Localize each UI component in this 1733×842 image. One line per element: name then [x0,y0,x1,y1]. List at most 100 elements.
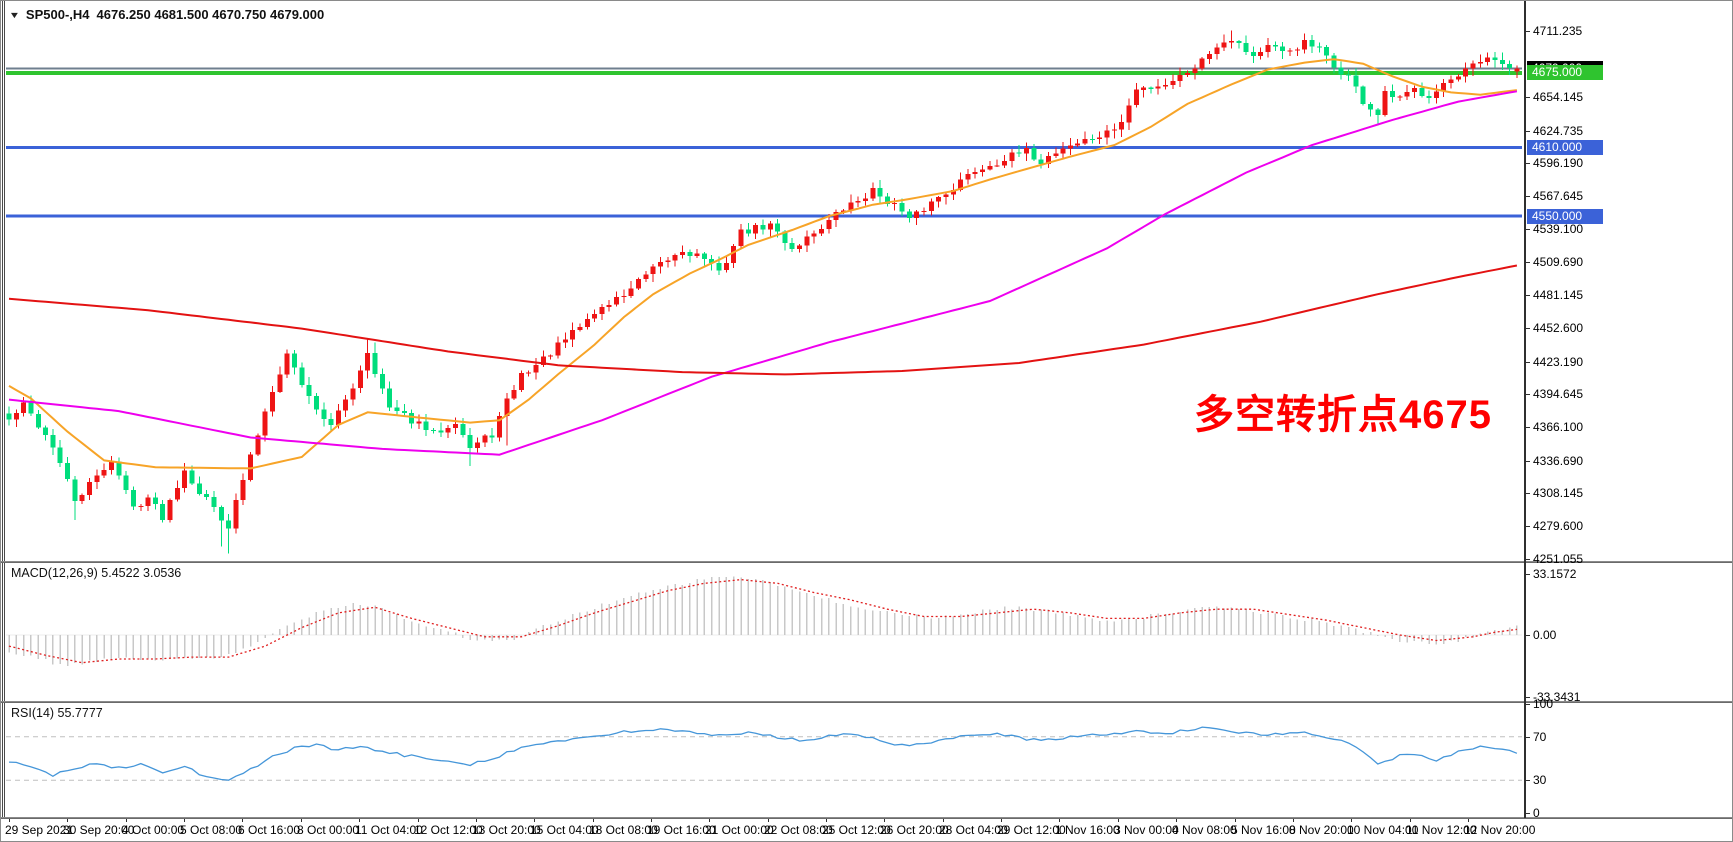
price-axis-label: 4481.145 [1533,288,1584,302]
time-axis-tick [943,818,944,822]
price-axis-label: 4452.600 [1533,321,1584,335]
axis-tick [1524,97,1530,98]
axis-tick [1524,574,1530,575]
rsi-axis-label: 0 [1533,806,1540,820]
time-axis-tick [1410,818,1411,822]
axis-tick [1524,704,1530,705]
time-axis-label: 8 Nov 20:00 [1289,823,1354,837]
price-axis-separator [1524,1,1526,818]
price-axis-label: 4596.190 [1533,156,1584,170]
time-axis-tick [9,818,10,822]
price-axis-label: 4509.690 [1533,255,1584,269]
price-axis-label: 4567.645 [1533,189,1584,203]
axis-tick [1524,31,1530,32]
axis-tick [1524,163,1530,164]
axis-tick [1524,635,1530,636]
macd-indicator-chart[interactable] [1,563,1524,701]
macd-rsi-splitter[interactable] [1,701,1732,703]
time-axis-tick [418,818,419,822]
time-axis-tick [651,818,652,822]
ohlc-quote-label: 4676.250 4681.500 4670.750 4679.000 [96,7,325,22]
axis-tick [1524,295,1530,296]
time-axis-label: 12 Nov 20:00 [1464,823,1536,837]
axis-tick [1524,737,1530,738]
time-axis-tick [1001,818,1002,822]
price-axis-label: 4366.100 [1533,420,1584,434]
time-axis-tick [1351,818,1352,822]
time-axis[interactable]: 29 Sep 2021 30 Sep 20:00 4 Oct 00:00 5 Oct … [1,818,1732,841]
time-axis-label: 10 Nov 04:00 [1347,823,1419,837]
time-axis-tick [1176,818,1177,822]
price-axis-label: 4336.690 [1533,454,1584,468]
time-axis-tick [67,818,68,822]
time-axis-tick [126,818,127,822]
price-axis-label: 4624.735 [1533,124,1584,138]
price-axis-label: 4394.645 [1533,387,1584,401]
time-axis-label: 19 Oct 16:00 [647,823,716,837]
window-left-splitter[interactable] [2,1,5,841]
time-axis-label: 1 Nov 16:00 [1055,823,1120,837]
price-axis-label: 4279.600 [1533,519,1584,533]
time-axis-tick [242,818,243,822]
symbol-dropdown-icon[interactable]: ▼ [8,9,21,20]
chart-header: ▼ SP500-,H4 4676.250 4681.500 4670.750 4… [8,7,325,22]
chart-timeaxis-splitter[interactable] [1,817,1732,819]
time-axis-label: 13 Oct 20:00 [472,823,541,837]
rsi-axis-label: 100 [1533,697,1554,711]
time-axis-tick [359,818,360,822]
axis-tick [1524,697,1530,698]
time-axis-tick [1235,818,1236,822]
rsi-axis-label: 30 [1533,773,1547,787]
time-axis-label: 11 Nov 12:00 [1406,823,1477,837]
time-axis-label: 30 Sep 20:00 [63,823,135,837]
time-axis-tick [826,818,827,822]
axis-tick [1524,427,1530,428]
price-marker-label: 4610.000 [1527,139,1603,155]
axis-tick [1524,559,1530,560]
price-axis-label: 4539.100 [1533,222,1584,236]
time-axis-tick [884,818,885,822]
axis-tick [1524,394,1530,395]
turning-point-annotation: 多空转折点4675 [1194,393,1492,437]
axis-tick [1524,493,1530,494]
macd-axis-label: 33.1572 [1533,567,1577,581]
macd-indicator-label: MACD(12,26,9) 5.4522 3.0536 [11,566,182,580]
symbol-timeframe-label: SP500-,H4 [25,7,90,22]
time-axis-label: 29 Sep 2021 [5,823,74,837]
time-axis-label: 6 Oct 16:00 [238,823,301,837]
time-axis-label: 26 Oct 20:00 [880,823,949,837]
time-axis-label: 15 Oct 04:00 [530,823,599,837]
time-axis-label: 22 Oct 08:00 [764,823,833,837]
rsi-indicator-label: RSI(14) 55.7777 [11,706,103,720]
axis-tick [1524,196,1530,197]
main-price-chart[interactable] [1,1,1524,561]
price-marker-label: 4675.000 [1527,65,1603,81]
time-axis-tick [1059,818,1060,822]
main-macd-splitter[interactable] [1,561,1732,563]
time-axis-label: 11 Oct 04:00 [355,823,423,837]
price-axis-label: 4423.190 [1533,355,1584,369]
time-axis-label: 18 Oct 08:00 [589,823,658,837]
axis-tick [1524,262,1530,263]
time-axis-tick [476,818,477,822]
axis-tick [1524,131,1530,132]
time-axis-label: 29 Oct 12:00 [997,823,1066,837]
price-axis-label: 4308.145 [1533,486,1584,500]
time-axis-label: 21 Oct 00:00 [705,823,774,837]
price-axis-label: 4654.145 [1533,90,1584,104]
time-axis-label: 4 Nov 08:00 [1172,823,1237,837]
time-axis-label: 28 Oct 04:00 [939,823,1008,837]
macd-axis-label: 0.00 [1533,628,1557,642]
macd-axis-label: -33.3431 [1533,690,1581,704]
rsi-axis-label: 70 [1533,730,1547,744]
rsi-indicator-chart[interactable] [1,703,1524,817]
time-axis-tick [709,818,710,822]
time-axis-label: 3 Nov 00:00 [1114,823,1179,837]
axis-tick [1524,362,1530,363]
axis-tick [1524,526,1530,527]
time-axis-tick [593,818,594,822]
axis-tick [1524,229,1530,230]
axis-tick [1524,461,1530,462]
axis-tick [1524,780,1530,781]
